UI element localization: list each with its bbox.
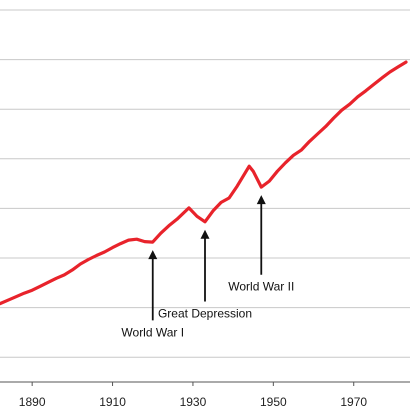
annotation-label-2: World War II: [228, 280, 294, 294]
annotation-arrow-head-2: [256, 195, 266, 205]
annotation-label-1: Great Depression: [158, 307, 252, 321]
x-tick-label-4: 1970: [340, 395, 367, 409]
annotation-arrow-head-1: [200, 229, 210, 239]
series-line: [0, 60, 408, 306]
annotation-arrow-head-0: [148, 250, 158, 260]
x-axis-ticks: 1890 1910 1930 1950 1970: [19, 382, 367, 409]
x-tick-label-0: 1890: [19, 395, 46, 409]
x-tick-label-3: 1950: [260, 395, 287, 409]
x-tick-label-1: 1910: [99, 395, 126, 409]
horizontal-gridlines: [0, 9, 410, 358]
annotation-label-0: World War I: [121, 325, 184, 339]
x-tick-label-2: 1930: [180, 395, 207, 409]
annotations: World War I Great Depression World War II: [121, 195, 294, 339]
